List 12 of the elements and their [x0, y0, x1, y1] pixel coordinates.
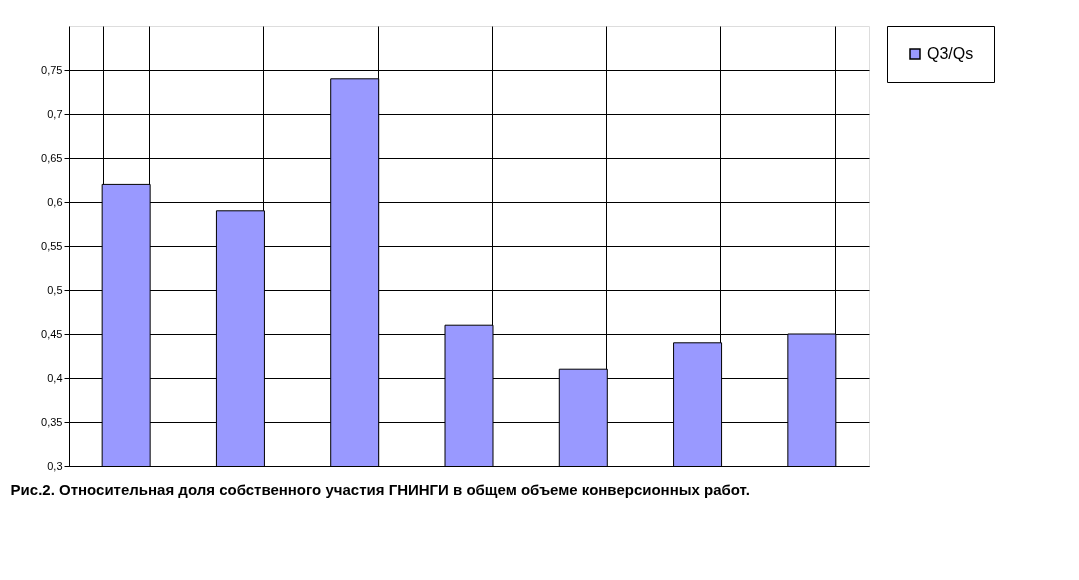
y-tick-label: 0,65: [41, 151, 63, 164]
y-tick-label: 0,6: [47, 195, 63, 208]
y-tick-label: 0,4: [47, 371, 63, 384]
text: Рис.2. Относительная доля собственного участия ГНИНГИ в общем объеме конверсионных работ.: [10, 481, 750, 498]
legend-label: Q3/Qs: [927, 45, 974, 62]
y-tick-label: 0,75: [41, 63, 63, 76]
y-tick-label: 0,55: [41, 239, 63, 252]
y-tick-label: 0,3: [47, 459, 63, 472]
y-tick-label: 0,7: [47, 107, 63, 120]
y-tick-label: 0,45: [41, 327, 63, 340]
y-tick-label: 0,5: [47, 283, 63, 296]
y-tick-label: 0,35: [41, 415, 63, 428]
